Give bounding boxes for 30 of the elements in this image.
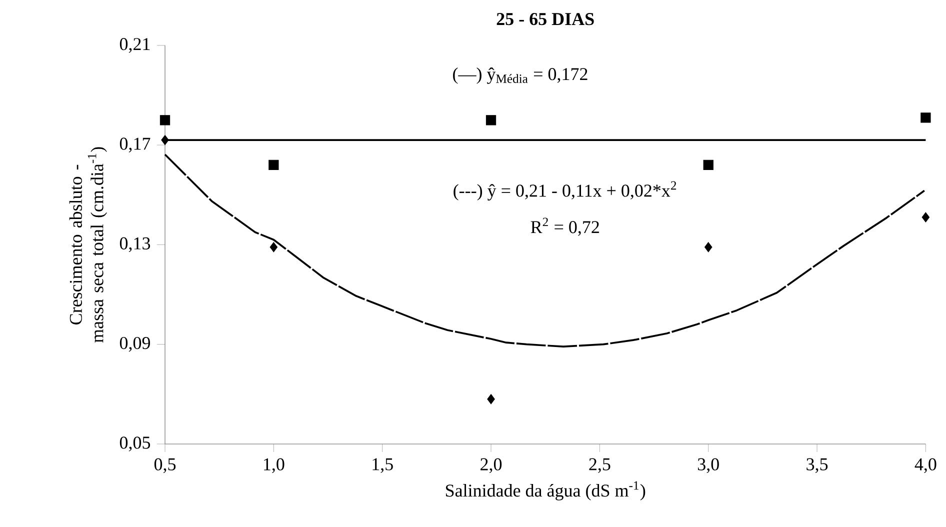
x-tick-label: 3,5 bbox=[806, 458, 828, 473]
x-tick-label: 3,0 bbox=[698, 458, 719, 473]
y-tick-label: 0,21 bbox=[120, 38, 150, 53]
y-axis-title: Crescimento absluto - massa seca total (cm.dia$^{-1}$) bbox=[69, 147, 107, 343]
y-tick-label: 0,13 bbox=[120, 237, 150, 252]
chart-title: 25 - 65 DIAS bbox=[496, 13, 594, 26]
y-tick-label: 0,05 bbox=[120, 436, 150, 452]
line-series bbox=[164, 154, 926, 348]
x-tick-label: 2,5 bbox=[589, 458, 610, 473]
point bbox=[486, 115, 496, 126]
x-axis-title: Salinidade da água (dS m$^{-1}$) bbox=[446, 481, 646, 500]
annotation: (—) ŷ$_{Média}$ = 0,172 bbox=[453, 67, 588, 84]
point bbox=[270, 242, 278, 252]
point bbox=[920, 112, 931, 123]
point bbox=[268, 160, 279, 170]
x-tick-label: 4,0 bbox=[914, 458, 936, 473]
point bbox=[487, 394, 495, 404]
x-tick-label: 1,5 bbox=[372, 458, 393, 473]
point bbox=[922, 212, 930, 222]
point bbox=[704, 242, 712, 252]
y-tick-label: 0,17 bbox=[120, 138, 150, 152]
annotation: (---) ŷ = 0,21 - 0,11x + 0,02*x$^{2}$ bbox=[454, 181, 676, 200]
point bbox=[160, 115, 170, 126]
point bbox=[161, 134, 169, 146]
x-tick-label: 1,0 bbox=[264, 458, 284, 473]
point bbox=[703, 160, 714, 170]
annotation: R$^{2}$ = 0,72 bbox=[530, 218, 599, 236]
y-tick-label: 0,09 bbox=[120, 336, 150, 352]
x-tick-label: 0,5 bbox=[154, 458, 176, 473]
x-tick-label: 2,0 bbox=[480, 458, 502, 473]
